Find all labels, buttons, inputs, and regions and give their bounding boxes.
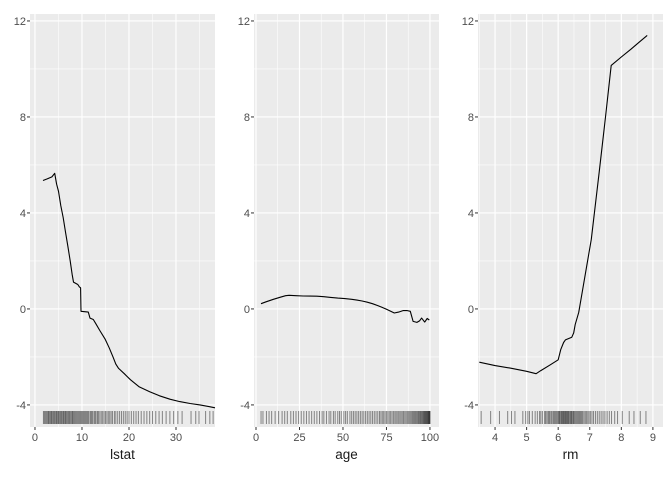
x-tick-label: 9: [650, 432, 656, 444]
x-tick-label: 50: [337, 432, 349, 444]
y-tick-label: 4: [244, 208, 250, 220]
x-tick-label: 4: [492, 432, 498, 444]
x-tick-label: 10: [76, 432, 88, 444]
x-tick-label: 25: [293, 432, 305, 444]
plot-canvas: -4 0 4 8 12 4 5 6 7 8 9: [462, 14, 663, 444]
x-tick-label: 75: [380, 432, 392, 444]
y-tick-label: -4: [16, 400, 26, 412]
y-tick-label: 8: [244, 112, 250, 124]
x-tick-label: 7: [587, 432, 593, 444]
plot-canvas: -4 0 4 8 12 0 25 50 75 100: [238, 14, 439, 444]
plot-canvas: -4 0 4 8 12 0 10 20 30: [14, 14, 216, 444]
trend-line: [42, 172, 216, 409]
x-tick-label: 5: [524, 432, 530, 444]
y-tick-label: 12: [462, 16, 474, 28]
panel-background: [254, 14, 439, 427]
y-tick-label: 0: [468, 304, 474, 316]
x-axis-title-age: age: [335, 447, 358, 462]
x-tick-label: 0: [32, 432, 38, 444]
y-tick-label: 0: [20, 304, 26, 316]
panel-lstat: -4 0 4 8 12 0 10 20 30 lstat: [0, 0, 224, 480]
y-tick-label: 8: [20, 112, 26, 124]
trend-line: [260, 294, 430, 323]
x-tick-label: 6: [555, 432, 561, 444]
x-axis-title-lstat: lstat: [110, 447, 135, 462]
y-tick-label: 8: [468, 112, 474, 124]
y-tick-label: 0: [244, 304, 250, 316]
x-axis-title-rm: rm: [562, 447, 579, 462]
x-tick-label: 30: [170, 432, 182, 444]
panel-background: [478, 14, 663, 427]
y-tick-label: 12: [238, 16, 250, 28]
x-tick-label: 20: [123, 432, 135, 444]
y-tick-label: 4: [468, 208, 474, 220]
y-tick-label: -4: [464, 400, 474, 412]
x-tick-label: 0: [253, 432, 259, 444]
y-tick-label: -4: [240, 400, 250, 412]
x-tick-label: 8: [618, 432, 624, 444]
trend-line: [479, 34, 648, 375]
panel-rm: -4 0 4 8 12 4 5 6 7 8 9 rm: [448, 0, 672, 480]
y-tick-label: 4: [20, 208, 26, 220]
x-tick-label: 100: [421, 432, 439, 444]
panel-background: [30, 14, 215, 427]
panel-age: -4 0 4 8 12 0 25 50 75 100 age: [224, 0, 448, 480]
y-tick-label: 12: [14, 16, 26, 28]
